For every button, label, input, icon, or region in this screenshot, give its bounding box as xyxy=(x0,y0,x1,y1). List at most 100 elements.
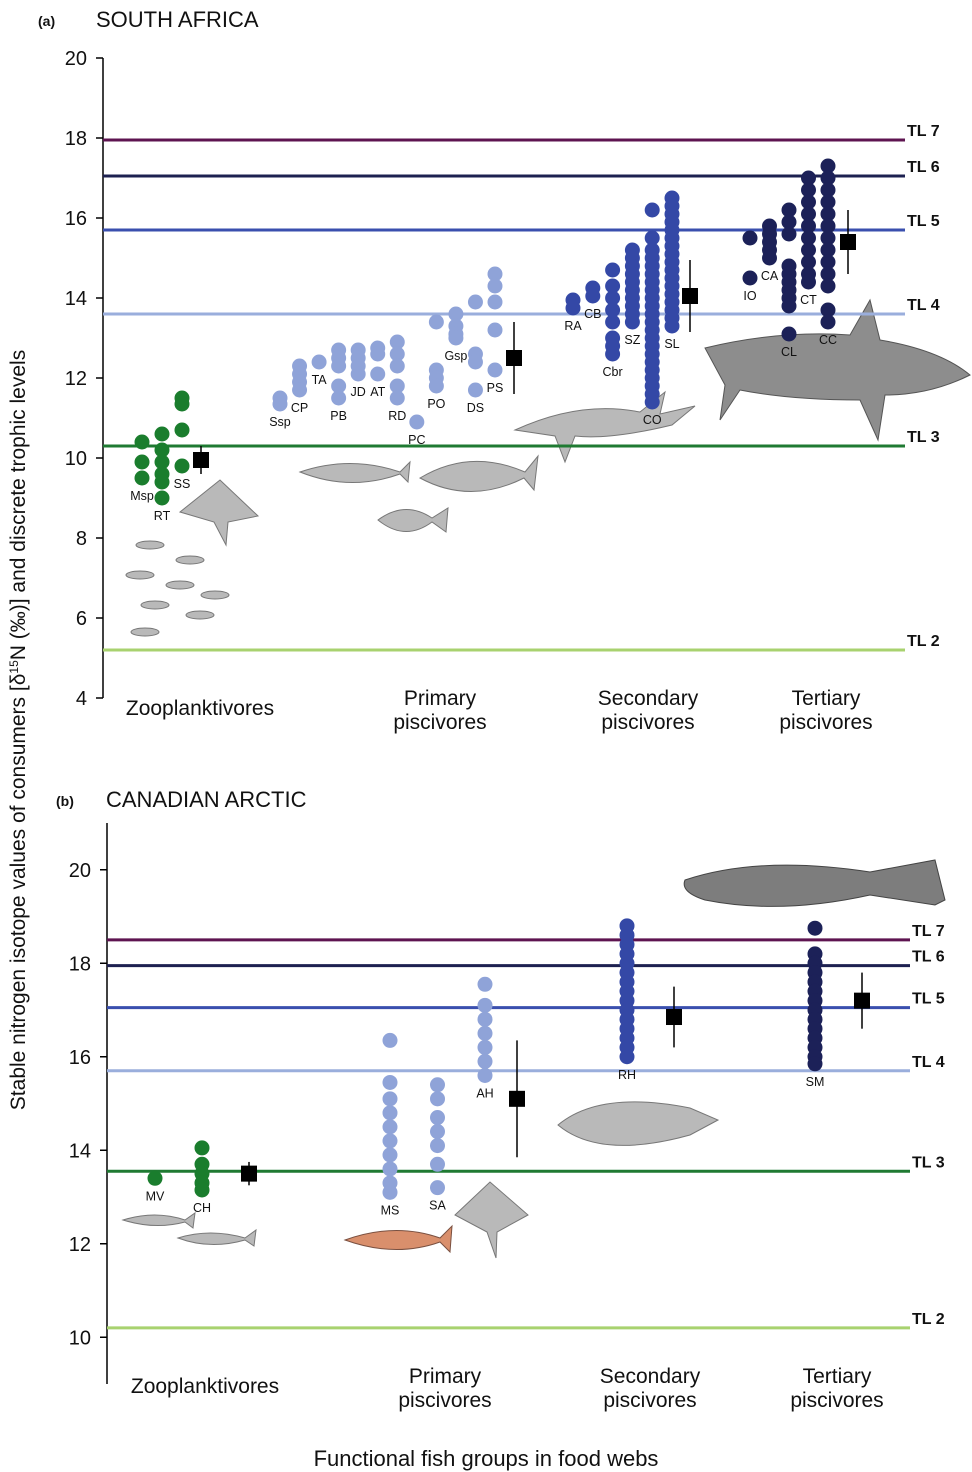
species-point xyxy=(807,1056,823,1072)
species-point xyxy=(448,306,464,322)
species-group: Gsp xyxy=(444,306,467,363)
greenland-shark-illustration xyxy=(683,859,946,907)
y-tick-label: 18 xyxy=(65,128,87,150)
species-point xyxy=(154,442,170,458)
species-point xyxy=(820,206,836,222)
hammerhead-illustration xyxy=(513,390,696,464)
group-mean xyxy=(840,234,856,250)
species-point xyxy=(644,230,660,246)
species-point xyxy=(664,318,680,334)
capelin-illustration xyxy=(121,1211,196,1229)
species-point xyxy=(487,278,503,294)
species-label: CP xyxy=(291,401,308,415)
species-point xyxy=(820,230,836,246)
species-group: SA xyxy=(429,1077,446,1213)
y-tick-label: 6 xyxy=(76,608,87,630)
species-point xyxy=(134,454,150,470)
species-point xyxy=(194,1140,210,1156)
y-label-superscript: 15 xyxy=(7,660,21,674)
species-group: DS xyxy=(467,294,484,415)
species-group: JD xyxy=(351,342,366,399)
species-group: AT xyxy=(370,340,386,399)
species-label: SZ xyxy=(624,333,640,347)
category-label-line: piscivores xyxy=(779,711,872,734)
category-label-line: Secondary xyxy=(598,687,699,710)
species-point xyxy=(781,202,797,218)
species-label: JD xyxy=(351,385,366,399)
species-point xyxy=(174,422,190,438)
category-label-line: piscivores xyxy=(393,711,486,734)
species-point xyxy=(467,382,483,398)
species-label: PO xyxy=(427,397,445,411)
species-point xyxy=(781,214,797,230)
group-mean xyxy=(682,288,698,304)
species-group: CH xyxy=(193,1140,211,1215)
category-label-line: piscivores xyxy=(603,1389,696,1412)
species-label: CO xyxy=(643,413,662,427)
species-label: AT xyxy=(370,385,385,399)
species-point xyxy=(801,230,816,246)
species-point xyxy=(820,242,836,258)
species-point xyxy=(585,288,601,304)
species-point xyxy=(820,182,836,198)
species-point xyxy=(820,266,836,282)
species-point xyxy=(430,1091,445,1107)
species-point xyxy=(331,358,347,374)
trophic-level-label: TL 2 xyxy=(907,633,940,650)
y-tick-label: 20 xyxy=(65,48,87,70)
species-point xyxy=(382,1032,398,1048)
category-label: Zooplanktivores xyxy=(131,1375,279,1398)
species-label: Ssp xyxy=(269,415,291,429)
group-mean xyxy=(666,1009,682,1026)
species-point xyxy=(430,1156,445,1172)
y-tick-label: 16 xyxy=(65,208,87,230)
species-group: RT xyxy=(154,426,171,523)
species-label: PB xyxy=(330,409,347,423)
x-axis-label: Functional fish groups in food webs xyxy=(314,1446,659,1471)
species-label: Gsp xyxy=(444,349,467,363)
species-group: PO xyxy=(427,314,446,411)
species-point xyxy=(820,170,836,186)
species-point xyxy=(292,382,308,398)
species-group: Ssp xyxy=(269,390,291,429)
trophic-level-label: TL 3 xyxy=(912,1154,945,1171)
species-point xyxy=(448,330,464,346)
species-label: SA xyxy=(429,1199,446,1213)
species-point xyxy=(382,1119,398,1135)
species-point xyxy=(801,218,816,234)
species-point xyxy=(430,1124,445,1140)
species-label: AH xyxy=(476,1086,493,1100)
species-group: Msp xyxy=(130,434,154,503)
category-label: Tertiary piscivores xyxy=(779,687,872,734)
panel-label: (a) xyxy=(38,13,55,29)
mackerel-illustration xyxy=(298,460,411,484)
species-point xyxy=(430,1077,445,1093)
species-label: SM xyxy=(806,1075,825,1089)
category-label-line: Tertiary xyxy=(792,687,861,710)
species-point xyxy=(619,1049,635,1065)
species-point xyxy=(134,470,150,486)
species-point xyxy=(154,490,170,506)
species-point xyxy=(430,1180,445,1196)
skate-illustration xyxy=(454,1181,529,1259)
category-label-line: piscivores xyxy=(601,711,694,734)
species-group: CC xyxy=(819,158,837,347)
group-mean xyxy=(506,350,522,366)
category-label: Primary piscivores xyxy=(398,1365,491,1412)
species-group: SS xyxy=(174,390,190,491)
species-point xyxy=(174,396,190,412)
species-point xyxy=(382,1161,398,1177)
herring-illustration xyxy=(176,1228,257,1247)
trophic-level-label: TL 3 xyxy=(907,429,940,446)
species-group: CB xyxy=(584,280,601,321)
species-label: IO xyxy=(743,289,756,303)
trophic-level-label: TL 5 xyxy=(907,213,940,230)
trophic-level-label: TL 4 xyxy=(912,1054,945,1071)
species-point xyxy=(820,254,836,270)
species-point xyxy=(807,920,823,936)
species-point xyxy=(154,426,170,442)
species-group: RH xyxy=(618,918,636,1082)
group-mean xyxy=(509,1090,525,1107)
category-label-line: Tertiary xyxy=(803,1365,872,1388)
